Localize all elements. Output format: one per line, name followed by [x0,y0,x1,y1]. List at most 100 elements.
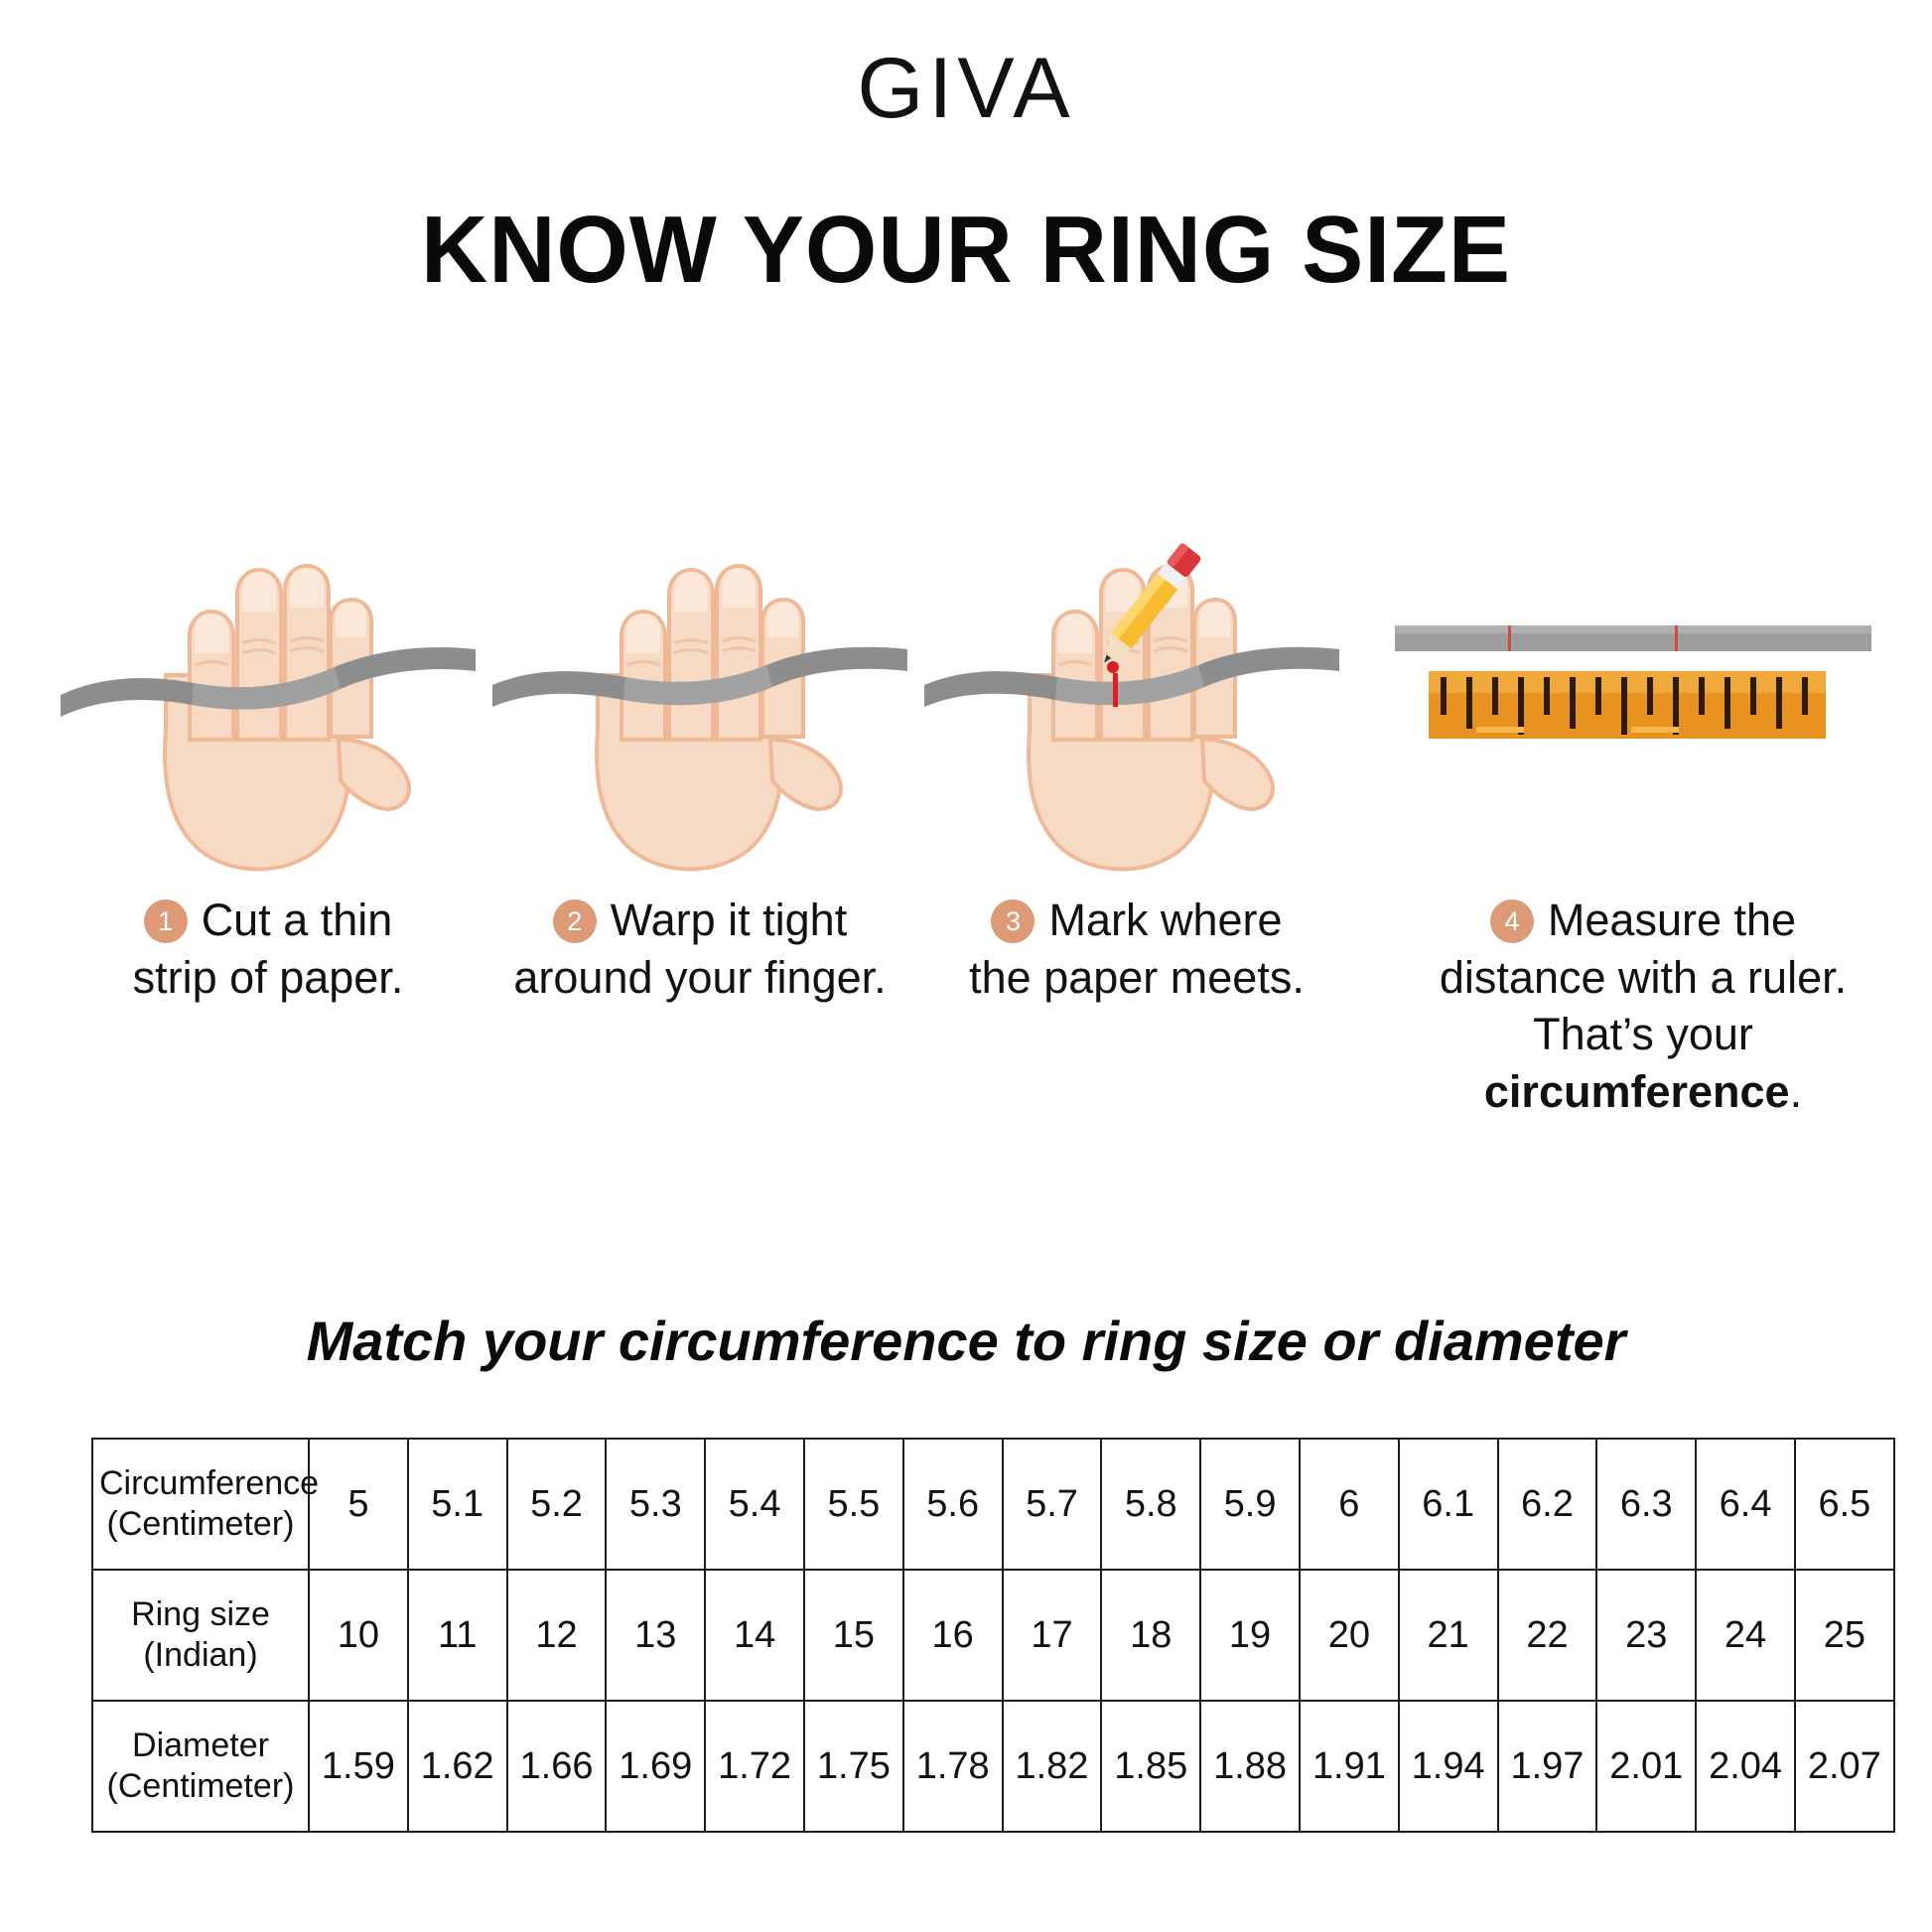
step-4-line3-prefix: That’s your [1533,1009,1753,1060]
step-4-line3-bold: circumference [1483,1065,1790,1117]
step-2-line2: around your finger. [513,951,887,1003]
row-label-ring-size-line1: Ring size [131,1594,270,1633]
cell-circumference-3: 5.3 [605,1438,707,1571]
cell-circumference-6: 5.6 [901,1438,1004,1571]
cell-diameter-0: 1.59 [308,1700,409,1833]
cell-diameter-3: 1.69 [605,1700,707,1833]
step-4-line2: distance with a ruler. [1439,951,1848,1003]
row-label-diameter-line2: (Centimeter) [106,1767,295,1805]
step-3-caption: 3 Mark where the paper meets. [918,892,1355,1006]
step-4: 4 Measure the distance with a ruler. That… [1385,526,1901,1120]
paper-strip-icon [61,647,476,717]
row-label-diameter: Diameter (Centimeter) [91,1700,310,1833]
cell-ring-size-8: 18 [1100,1569,1202,1702]
table-row-diameter: Diameter (Centimeter) 1.59 1.62 1.66 1.6… [91,1700,1895,1833]
step-4-illustration [1385,526,1901,874]
step-1-line1: Cut a thin [201,895,393,945]
cell-diameter-11: 1.94 [1397,1700,1499,1833]
cell-ring-size-2: 12 [505,1569,608,1702]
cell-ring-size-1: 11 [406,1569,508,1702]
cell-diameter-5: 1.75 [802,1700,904,1833]
step-1-caption: 1 Cut a thin strip of paper. [55,892,482,1006]
cell-circumference-7: 5.7 [1001,1438,1103,1571]
size-table-container: Circumference (Centimeter) 5 5.1 5.2 5.3… [91,1438,1895,1833]
cell-diameter-10: 1.91 [1298,1700,1400,1833]
ring-size-table: Circumference (Centimeter) 5 5.1 5.2 5.3… [91,1438,1895,1833]
cell-ring-size-13: 23 [1595,1569,1698,1702]
page-title: KNOW YOUR RING SIZE [420,197,1511,303]
table-body: Circumference (Centimeter) 5 5.1 5.2 5.3… [91,1438,1895,1833]
step-4-line3-suffix: . [1789,1065,1803,1117]
cell-ring-size-15: 25 [1793,1569,1895,1702]
cell-circumference-0: 5 [308,1438,409,1571]
step-4-number: 4 [1489,899,1534,943]
step-2-number: 2 [552,899,597,943]
step-1-illustration [55,526,482,874]
cell-circumference-15: 6.5 [1793,1438,1895,1571]
cell-ring-size-12: 22 [1496,1569,1598,1702]
step-3-illustration [918,526,1355,874]
row-label-circumference-line2: (Centimeter) [106,1505,295,1543]
step-3-line1: Mark where [1048,895,1283,945]
measured-paper-strip-icon [1395,625,1871,651]
cell-diameter-8: 1.85 [1100,1700,1202,1833]
cell-circumference-8: 5.8 [1100,1438,1202,1571]
hand-icon [163,563,411,872]
step-3-number: 3 [991,899,1035,943]
table-row-ring-size: Ring size (Indian) 10 11 12 13 14 15 16 … [91,1569,1895,1702]
step-2-illustration [486,526,913,874]
cell-diameter-15: 2.07 [1793,1700,1895,1833]
hand-icon [595,563,843,872]
cell-ring-size-6: 16 [901,1569,1004,1702]
cell-circumference-14: 6.4 [1695,1438,1796,1571]
cell-ring-size-14: 24 [1695,1569,1796,1702]
cell-ring-size-4: 14 [704,1569,805,1702]
cell-circumference-2: 5.2 [505,1438,608,1571]
cell-ring-size-7: 17 [1001,1569,1103,1702]
row-label-circumference: Circumference (Centimeter) [91,1438,319,1571]
paper-strip-icon [924,646,1339,707]
cell-diameter-4: 1.72 [704,1700,805,1833]
cell-diameter-6: 1.78 [901,1700,1004,1833]
paper-strip-icon [492,646,907,707]
cell-diameter-9: 1.88 [1199,1700,1301,1833]
step-4-caption: 4 Measure the distance with a ruler. That… [1385,892,1901,1120]
cell-circumference-9: 5.9 [1199,1438,1301,1571]
cell-ring-size-0: 10 [308,1569,409,1702]
step-1: 1 Cut a thin strip of paper. [55,526,482,1120]
step-1-number: 1 [143,899,188,943]
step-2-line1: Warp it tight [610,895,848,945]
row-label-ring-size-line2: (Indian) [143,1636,258,1674]
step-3-line2: the paper meets. [969,951,1305,1003]
cell-ring-size-10: 20 [1298,1569,1400,1702]
cell-circumference-13: 6.3 [1595,1438,1698,1571]
steps-row: 1 Cut a thin strip of paper. [0,526,1932,1120]
cell-ring-size-11: 21 [1397,1569,1499,1702]
cell-diameter-12: 1.97 [1496,1700,1598,1833]
mark-dot-icon [1107,661,1119,673]
cell-circumference-4: 5.4 [704,1438,805,1571]
cell-ring-size-3: 13 [605,1569,707,1702]
row-label-circumference-line1: Circumference [99,1463,320,1502]
row-label-diameter-line1: Diameter [132,1725,269,1764]
cell-circumference-11: 6.1 [1397,1438,1499,1571]
table-row-circumference: Circumference (Centimeter) 5 5.1 5.2 5.3… [91,1438,1895,1571]
cell-diameter-1: 1.62 [406,1700,508,1833]
step-1-line2: strip of paper. [132,951,404,1003]
step-2: 2 Warp it tight around your finger. [486,526,913,1120]
step-2-caption: 2 Warp it tight around your finger. [486,892,913,1006]
pencil-icon [1104,543,1201,663]
cell-circumference-10: 6 [1298,1438,1400,1571]
cell-circumference-5: 5.5 [802,1438,904,1571]
cell-circumference-12: 6.2 [1496,1438,1598,1571]
cell-circumference-1: 5.1 [406,1438,508,1571]
cell-ring-size-5: 15 [802,1569,904,1702]
step-4-line1: Measure the [1547,895,1797,945]
brand-logo: GIVA [857,41,1075,136]
ruler-icon [1429,671,1826,739]
cell-diameter-13: 2.01 [1595,1700,1698,1833]
step-3: 3 Mark where the paper meets. [918,526,1355,1120]
cell-diameter-14: 2.04 [1695,1700,1796,1833]
row-label-ring-size: Ring size (Indian) [91,1569,310,1702]
section-subtitle: Match your circumference to ring size or… [306,1310,1626,1372]
